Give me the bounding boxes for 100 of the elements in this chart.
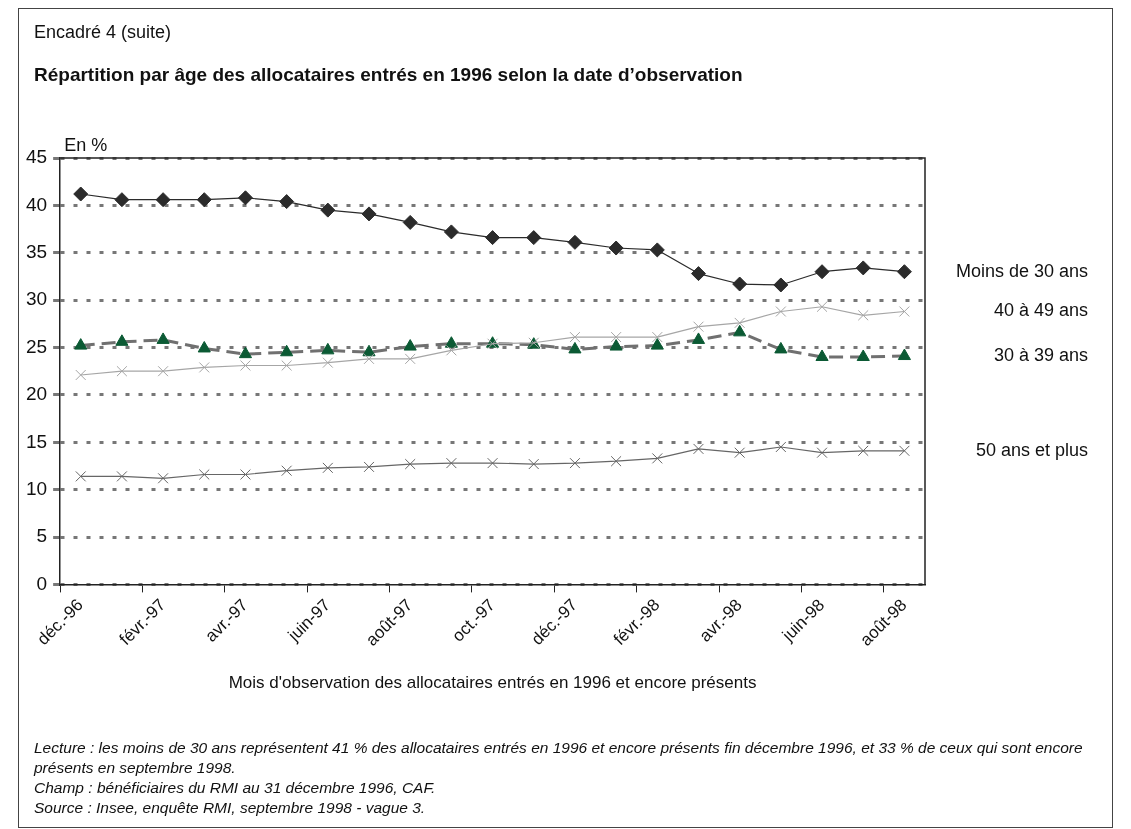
- y-tick-label: 40: [25, 193, 48, 215]
- point: [404, 458, 416, 470]
- point: [814, 264, 830, 280]
- y-axis-title: En %: [64, 134, 108, 155]
- point: [815, 349, 829, 361]
- point: [528, 458, 540, 470]
- point: [74, 338, 88, 350]
- point: [651, 452, 663, 464]
- y-tick-label: 25: [25, 335, 48, 357]
- point: [403, 339, 417, 351]
- point: [734, 317, 746, 329]
- point: [649, 242, 665, 258]
- point: [816, 447, 828, 459]
- point: [156, 332, 170, 344]
- point: [896, 264, 912, 280]
- chart-subtitle: Encadré 4 (suite): [34, 22, 172, 43]
- point: [116, 470, 128, 482]
- point: [444, 336, 458, 348]
- text: 50 ans et plus: [975, 439, 1088, 460]
- point: [610, 455, 622, 467]
- point: [898, 306, 910, 317]
- point: [569, 331, 581, 343]
- text: Moins de 30 ans: [955, 260, 1088, 281]
- point: [608, 240, 624, 256]
- y-tick-label: 30: [25, 288, 48, 310]
- point: [898, 445, 910, 457]
- point: [402, 214, 418, 230]
- point: [157, 472, 169, 484]
- point: [650, 338, 664, 350]
- y-tick-label: 35: [25, 240, 48, 262]
- point: [322, 462, 334, 474]
- point: [693, 443, 704, 455]
- point: [361, 206, 377, 222]
- point: [75, 470, 87, 482]
- point: [237, 190, 253, 206]
- point: [733, 324, 747, 337]
- point: [73, 186, 89, 202]
- point: [773, 277, 789, 293]
- point: [567, 234, 583, 250]
- text: Lecture : les moins de 30 ans représentent 41 % des allocataires entrés en 1996 et encore présents fin décembre 1996, et 33 % de ceux qui sont encore présents en septembre 1998.: [34, 738, 1084, 778]
- source-note: Source : Insee, enquête RMI, septembre 1998 - vague 3.: [34, 798, 427, 818]
- point: [197, 340, 211, 353]
- x-axis-title: Mois d'observation des allocataires entrés en 1996 et encore présents: [228, 673, 757, 693]
- point: [240, 360, 251, 371]
- point: [281, 465, 293, 477]
- point: [693, 321, 704, 333]
- point: [610, 331, 622, 343]
- point: [322, 357, 334, 369]
- y-tick-label: 45: [25, 146, 48, 168]
- point: [75, 369, 87, 381]
- point: [280, 344, 294, 357]
- point: [404, 353, 416, 365]
- point: [816, 301, 828, 313]
- text: 30 à 39 ans: [993, 345, 1088, 366]
- point: [775, 306, 787, 317]
- y-tick-label: 20: [25, 383, 48, 405]
- point: [855, 260, 871, 276]
- point: [321, 342, 335, 355]
- point: [857, 445, 869, 457]
- point: [281, 360, 293, 371]
- point: [774, 341, 788, 354]
- point: [238, 346, 253, 359]
- point: [445, 344, 457, 356]
- point: [114, 192, 130, 208]
- point: [897, 348, 911, 361]
- y-tick-label: 5: [36, 525, 48, 547]
- point: [198, 361, 210, 373]
- point: [240, 469, 251, 480]
- point: [569, 457, 581, 469]
- point: [568, 341, 582, 354]
- point: [732, 276, 748, 292]
- text: Champ : bénéficiaires du RMI au 31 décembre 1996, CAF.: [34, 778, 437, 798]
- point: [363, 461, 375, 473]
- y-tick-label: 15: [25, 430, 48, 452]
- point: [485, 230, 501, 246]
- point: [196, 192, 212, 208]
- point: [115, 334, 129, 346]
- point: [443, 224, 459, 240]
- point: [198, 469, 210, 480]
- point: [526, 230, 542, 246]
- y-tick-label: 0: [36, 572, 48, 594]
- point: [445, 457, 457, 469]
- point: [487, 457, 499, 469]
- point: [651, 331, 663, 343]
- point: [734, 447, 746, 459]
- y-tick-label: 10: [25, 477, 48, 499]
- point: [363, 353, 375, 365]
- text: 40 à 49 ans: [993, 300, 1088, 321]
- point: [157, 365, 169, 377]
- point: [857, 309, 869, 321]
- chart-title: Répartition par âge des allocataires entrés en 1996 selon la date d’observation: [34, 64, 743, 86]
- point: [609, 339, 623, 351]
- point: [691, 332, 706, 344]
- point: [690, 266, 706, 282]
- point: [320, 202, 336, 218]
- point: [856, 349, 870, 361]
- point: [279, 194, 295, 210]
- point: [155, 192, 171, 208]
- point: [775, 441, 787, 453]
- point: [116, 365, 128, 377]
